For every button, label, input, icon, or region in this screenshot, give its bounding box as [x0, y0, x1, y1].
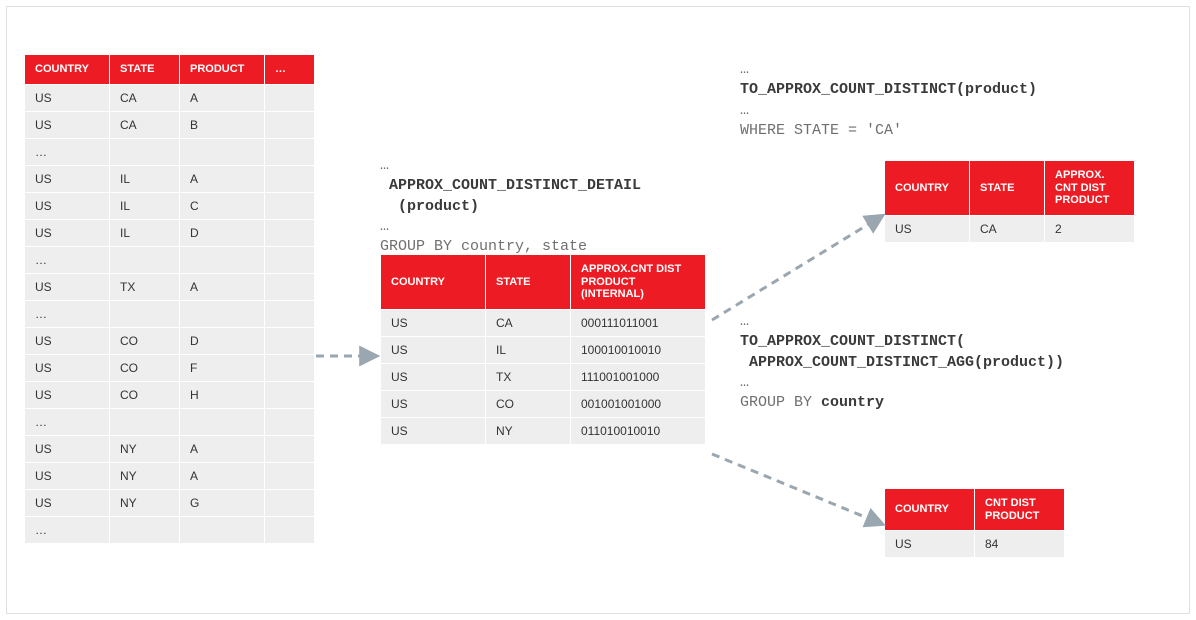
table-row: USNYG: [25, 489, 315, 516]
detail-table: COUNTRY STATE APPROX.CNT DIST PRODUCT (I…: [380, 254, 706, 445]
col-approx-cnt: APPROX. CNT DIST PRODUCT: [1045, 161, 1135, 216]
col-product: PRODUCT: [180, 55, 265, 85]
table-row: USCOD: [25, 327, 315, 354]
col-country: COUNTRY: [885, 489, 975, 531]
filter-sql-code: … TO_APPROX_COUNT_DISTINCT(product) … WH…: [740, 60, 1037, 141]
col-state: STATE: [110, 55, 180, 85]
table-row: US84: [885, 531, 1065, 558]
table-row: USTX111001001000: [381, 363, 706, 390]
table-row: USNYA: [25, 462, 315, 489]
table-row: USILD: [25, 219, 315, 246]
detail-sql-code: … APPROX_COUNT_DISTINCT_DETAIL (product)…: [380, 156, 641, 257]
col-country: COUNTRY: [381, 255, 486, 310]
table-row: USCOH: [25, 381, 315, 408]
col-internal: APPROX.CNT DIST PRODUCT (INTERNAL): [571, 255, 706, 310]
table-row: USCAB: [25, 111, 315, 138]
table-row: USIL100010010010: [381, 336, 706, 363]
col-country: COUNTRY: [885, 161, 970, 216]
col-more: …: [265, 55, 315, 85]
filter-result-table: COUNTRY STATE APPROX. CNT DIST PRODUCT U…: [884, 160, 1135, 243]
table-row: USCAA: [25, 84, 315, 111]
table-row: USCO001001001000: [381, 390, 706, 417]
table-row: USTXA: [25, 273, 315, 300]
col-state: STATE: [486, 255, 571, 310]
table-row: …: [25, 300, 315, 327]
table-row: …: [25, 408, 315, 435]
table-row: …: [25, 138, 315, 165]
table-row: USILA: [25, 165, 315, 192]
col-cnt-dist: CNT DIST PRODUCT: [975, 489, 1065, 531]
agg-sql-code: … TO_APPROX_COUNT_DISTINCT( APPROX_COUNT…: [740, 312, 1064, 413]
table-row: …: [25, 246, 315, 273]
source-table: COUNTRY STATE PRODUCT … USCAA USCAB … US…: [24, 54, 315, 544]
agg-result-table: COUNTRY CNT DIST PRODUCT US84: [884, 488, 1065, 558]
table-row: …: [25, 516, 315, 543]
col-country: COUNTRY: [25, 55, 110, 85]
table-row: USILC: [25, 192, 315, 219]
table-row: USNY011010010010: [381, 417, 706, 444]
col-state: STATE: [970, 161, 1045, 216]
table-row: USCA000111011001: [381, 309, 706, 336]
table-row: USNYA: [25, 435, 315, 462]
table-row: USCOF: [25, 354, 315, 381]
table-row: USCA2: [885, 215, 1135, 242]
